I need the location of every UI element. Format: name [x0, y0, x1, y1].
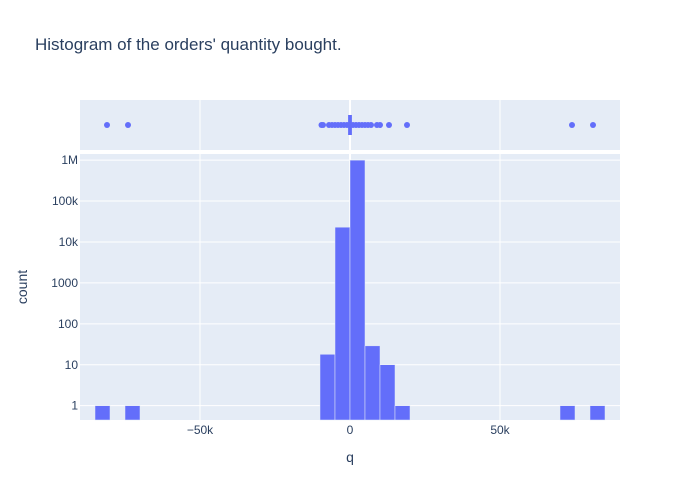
y-tick-label: 10k — [59, 235, 79, 249]
histogram-bar — [589, 405, 606, 421]
strip-point — [569, 122, 575, 128]
strip-point — [125, 122, 131, 128]
y-tick-label: 1M — [61, 153, 78, 167]
strip-point — [386, 122, 392, 128]
histogram-bar — [94, 405, 111, 421]
strip-point — [368, 122, 374, 128]
histogram-bar — [349, 159, 366, 421]
strip-point — [104, 122, 110, 128]
x-tick-label: −50k — [187, 423, 214, 437]
strip-point — [320, 122, 326, 128]
histogram-bar — [394, 405, 411, 421]
strip-point — [377, 122, 383, 128]
histogram-bar — [379, 364, 396, 421]
strip-point — [590, 122, 596, 128]
x-tick-label: 0 — [347, 423, 354, 437]
y-tick-label: 10 — [65, 358, 79, 372]
y-tick-label: 100 — [58, 317, 78, 331]
strip-point — [404, 122, 410, 128]
histogram-bars — [94, 159, 606, 421]
y-axis-title: count — [14, 270, 30, 304]
strip-points — [104, 115, 596, 135]
histogram-plot — [80, 154, 620, 421]
y-tick-label: 100k — [52, 194, 79, 208]
y-axis-ticks: 1 10 100 1000 10k 100k 1M — [51, 153, 79, 413]
marginal-strip-plot — [80, 100, 620, 150]
histogram-bar — [559, 405, 576, 421]
chart-title: Histogram of the orders' quantity bought… — [35, 35, 342, 54]
x-tick-label: 50k — [490, 423, 510, 437]
y-tick-label: 1000 — [51, 276, 78, 290]
y-tick-label: 1 — [71, 399, 78, 413]
x-axis-ticks: −50k 0 50k — [187, 423, 511, 437]
histogram-bar — [334, 226, 351, 421]
histogram-bar — [124, 405, 141, 421]
histogram-bar — [364, 345, 381, 421]
histogram-bar — [319, 354, 336, 421]
x-axis-title: q — [346, 449, 354, 465]
